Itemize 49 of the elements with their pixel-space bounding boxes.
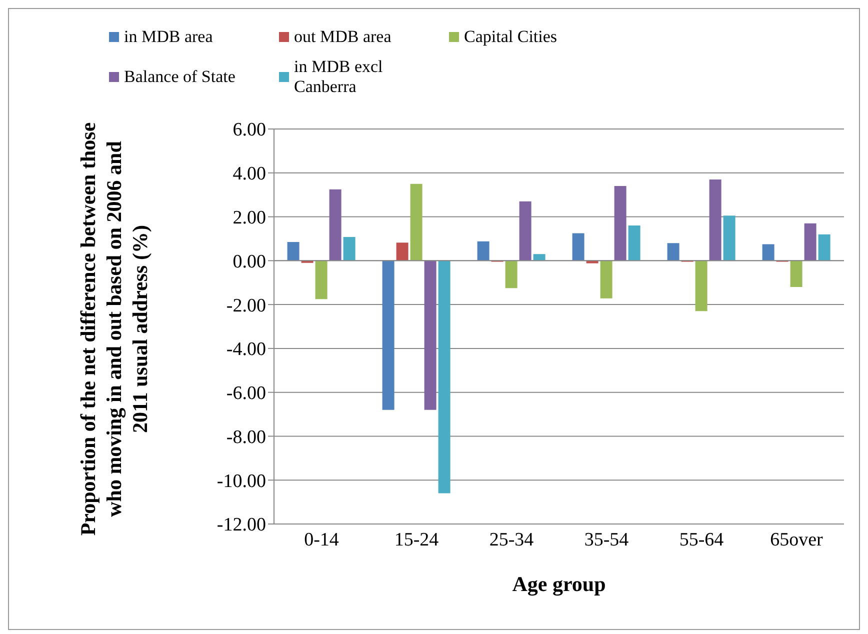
x-axis-title: Age group	[512, 572, 606, 596]
bar	[382, 260, 394, 410]
y-axis-title: Proportion of the net difference between those who moving in and out based on 2006 and 2011 usual address (%)	[75, 121, 153, 538]
y-tick-label: 0.00	[232, 251, 266, 272]
legend-label: in MDB excl Canberra	[294, 57, 384, 97]
legend-label: in MDB area	[124, 27, 213, 47]
x-tick-label: 55-64	[679, 529, 724, 550]
bar	[709, 179, 722, 261]
y-tick-label: 4.00	[232, 164, 266, 185]
bar	[533, 254, 546, 261]
bar	[790, 260, 802, 287]
bar	[818, 234, 830, 261]
bar	[628, 226, 640, 261]
y-tick-label: -10.00	[216, 470, 266, 492]
y-tick-label: -12.00	[216, 514, 266, 536]
bar	[329, 189, 342, 261]
bar	[438, 260, 450, 494]
bar	[695, 260, 708, 312]
bar	[804, 223, 816, 261]
legend-label: Capital Cities	[464, 27, 558, 47]
bar	[410, 184, 422, 261]
bar	[572, 233, 584, 261]
x-tick-label: 0-14	[304, 529, 340, 550]
bar	[505, 260, 518, 288]
bar	[762, 244, 774, 261]
bar	[477, 241, 490, 261]
x-tick-label: 25-34	[489, 529, 534, 550]
bar	[519, 201, 532, 261]
bar	[315, 260, 328, 300]
y-tick-label: 6.00	[232, 120, 266, 141]
y-tick-label: -8.00	[226, 426, 266, 448]
x-tick-label: 35-54	[584, 529, 630, 550]
bar	[343, 236, 356, 261]
x-tick-label: 65over	[770, 529, 824, 550]
bar	[424, 260, 436, 410]
legend-label: Balance of State	[124, 67, 236, 87]
bar	[586, 260, 598, 264]
bar	[287, 242, 300, 261]
x-tick-label: 15-24	[394, 529, 440, 550]
bar	[723, 216, 736, 261]
bar	[600, 260, 612, 298]
y-tick-label: -4.00	[226, 339, 266, 360]
y-tick-label: 2.00	[232, 208, 266, 229]
legend-label: out MDB area	[294, 27, 392, 47]
bar	[614, 186, 626, 261]
bar	[667, 243, 680, 261]
y-tick-label: -6.00	[226, 383, 266, 404]
bar	[396, 242, 408, 261]
y-tick-label: -2.00	[226, 295, 266, 316]
